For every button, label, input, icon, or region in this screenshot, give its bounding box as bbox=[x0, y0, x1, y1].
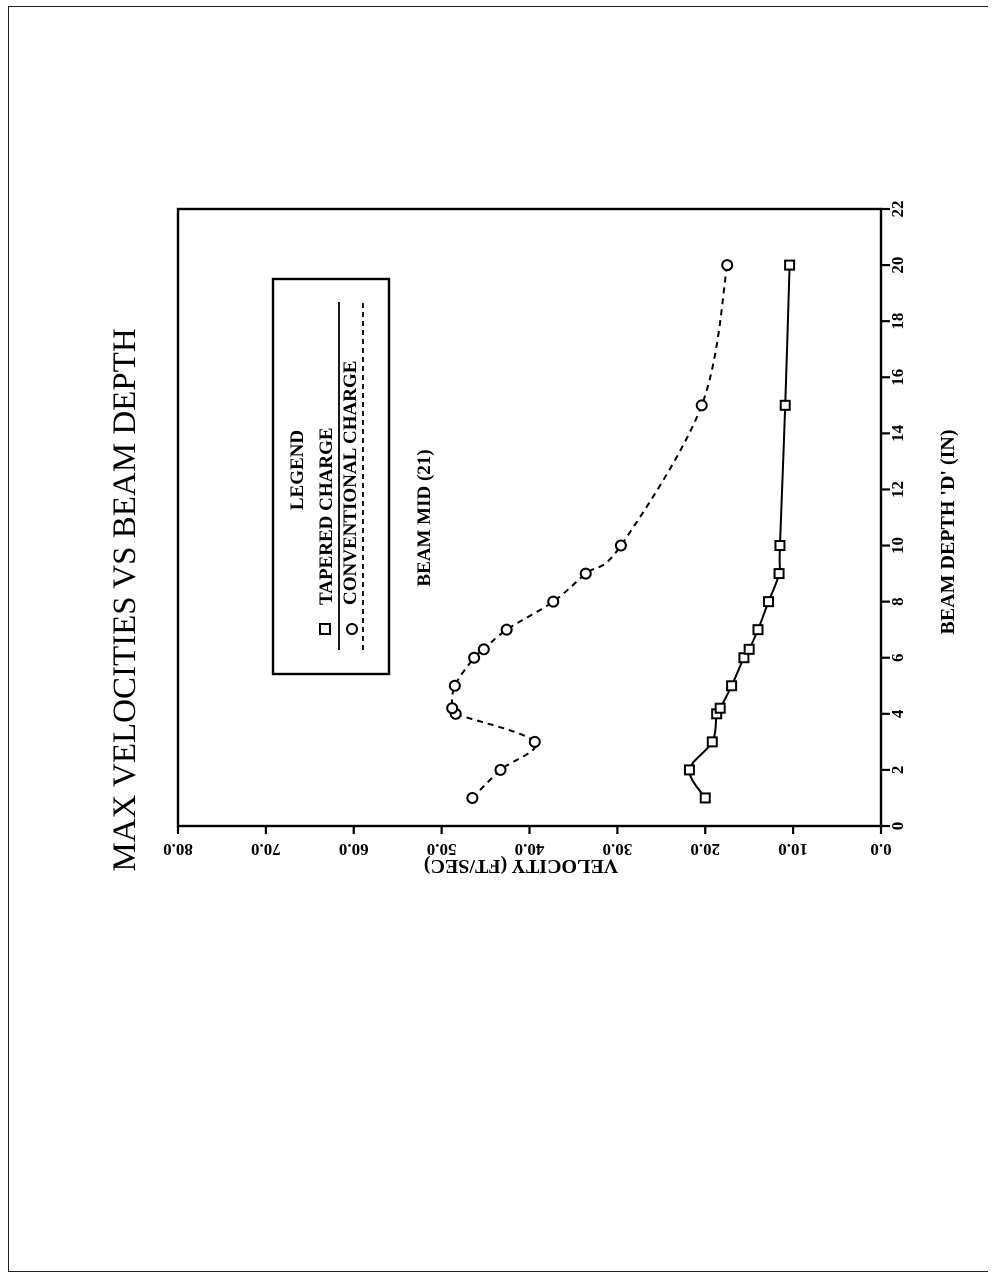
series-line-tapered-charge bbox=[688, 265, 791, 799]
data-point-tapered-charge bbox=[784, 259, 796, 271]
x-tick-label: 12 bbox=[888, 481, 907, 498]
data-point-tapered-charge bbox=[726, 680, 738, 692]
series-line-conventional-charge bbox=[447, 264, 729, 799]
y-tick-label: 40.0 bbox=[515, 840, 545, 859]
annotation-beam-mid: BEAM MID (21) bbox=[414, 449, 435, 586]
y-tick-label: 50.0 bbox=[427, 840, 457, 859]
data-point-tapered-charge bbox=[752, 624, 764, 636]
x-tick-label: 20 bbox=[888, 257, 907, 274]
data-point-tapered-charge bbox=[683, 764, 695, 776]
x-tick-label: 18 bbox=[888, 313, 907, 330]
y-tick-label: 10.0 bbox=[778, 840, 808, 859]
data-point-tapered-charge bbox=[706, 736, 718, 748]
data-point-conventional-charge bbox=[477, 643, 490, 656]
data-point-tapered-charge bbox=[714, 702, 726, 714]
chart-title: MAX VELOCITIES VS BEAM DEPTH bbox=[107, 328, 143, 871]
legend: LEGEND TAPERED CHARGE CONVENTIONAL CHARG… bbox=[271, 277, 391, 676]
data-point-conventional-charge bbox=[579, 567, 592, 580]
data-point-conventional-charge bbox=[494, 763, 507, 776]
legend-entry-tapered: TAPERED CHARGE bbox=[316, 427, 337, 605]
y-tick-label: 20.0 bbox=[690, 840, 720, 859]
legend-square-marker bbox=[319, 623, 331, 635]
data-point-tapered-charge bbox=[773, 568, 785, 580]
y-tick-label: 30.0 bbox=[603, 840, 633, 859]
x-tick-label: 16 bbox=[888, 369, 907, 386]
x-tick-label: 2 bbox=[888, 766, 907, 775]
data-point-conventional-charge bbox=[547, 595, 560, 608]
legend-circle-marker bbox=[346, 623, 358, 635]
legend-title: LEGEND bbox=[287, 430, 308, 510]
x-tick-label: 8 bbox=[888, 597, 907, 606]
y-axis-label: VELOCITY (FT/SEC) bbox=[424, 855, 618, 877]
y-tick-label: 0.0 bbox=[870, 840, 891, 859]
legend-entry-conventional: CONVENTIONAL CHARGE bbox=[340, 361, 361, 605]
x-axis-ticks: 0 2 4 6 8 10 12 14 16 18 20 22 bbox=[881, 201, 907, 831]
data-point-conventional-charge bbox=[528, 735, 541, 748]
x-tick-label: 10 bbox=[888, 537, 907, 554]
data-point-conventional-charge bbox=[446, 702, 459, 715]
data-point-conventional-charge bbox=[721, 259, 734, 272]
data-point-tapered-charge bbox=[763, 596, 775, 608]
data-point-conventional-charge bbox=[695, 399, 708, 412]
x-tick-label: 6 bbox=[888, 653, 907, 662]
legend-box bbox=[271, 277, 391, 676]
data-point-conventional-charge bbox=[448, 679, 461, 692]
x-tick-label: 0 bbox=[888, 822, 907, 831]
y-tick-label: 80.0 bbox=[163, 840, 193, 859]
data-point-tapered-charge bbox=[779, 399, 791, 411]
x-tick-label: 22 bbox=[888, 201, 907, 218]
x-tick-label: 14 bbox=[888, 424, 907, 442]
data-point-conventional-charge bbox=[614, 539, 627, 552]
series-layer bbox=[446, 259, 796, 804]
data-point-conventional-charge bbox=[500, 623, 513, 636]
x-axis-label: BEAM DEPTH 'D' (IN) bbox=[937, 430, 959, 635]
page-border bbox=[8, 6, 988, 1272]
data-point-tapered-charge bbox=[699, 792, 711, 804]
data-point-conventional-charge bbox=[468, 651, 481, 664]
data-point-conventional-charge bbox=[466, 791, 479, 804]
y-tick-label: 60.0 bbox=[339, 840, 369, 859]
y-axis-ticks: 0.0 10.0 20.0 30.0 40.0 50.0 60.0 70.0 80.0 bbox=[163, 826, 892, 859]
data-point-tapered-charge bbox=[774, 540, 786, 552]
data-point-tapered-charge bbox=[743, 643, 755, 655]
y-tick-label: 70.0 bbox=[251, 840, 281, 859]
x-tick-label: 4 bbox=[888, 709, 907, 718]
